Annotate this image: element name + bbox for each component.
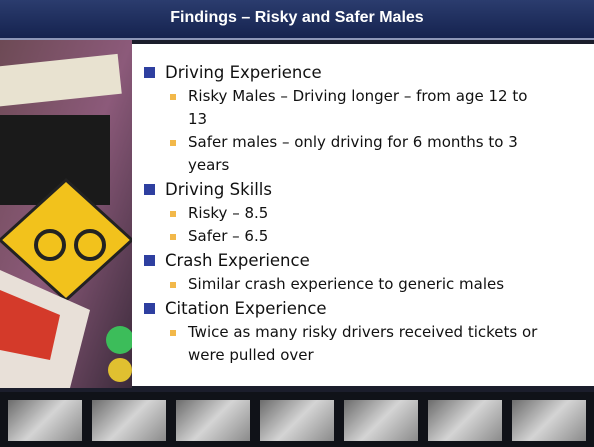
sub-bullet: Similar crash experience to generic male… [142, 273, 548, 296]
photo [512, 400, 586, 441]
bullet-heading: Crash Experience [142, 248, 582, 273]
photo-strip [0, 392, 594, 447]
side-image [0, 40, 132, 388]
photo [8, 400, 82, 441]
photo [344, 400, 418, 441]
sub-bullet: Safer males – only driving for 6 months … [142, 131, 548, 177]
photo [428, 400, 502, 441]
photo [92, 400, 166, 441]
title-bar: Findings – Risky and Safer Males [0, 0, 594, 40]
sub-bullet: Twice as many risky drivers received tic… [142, 321, 548, 367]
sub-bullet: Risky – 8.5 [142, 202, 548, 225]
bullet-heading: Driving Experience [142, 60, 582, 85]
sub-bullet: Safer – 6.5 [142, 225, 548, 248]
bullet-heading: Citation Experience [142, 296, 582, 321]
bullet-heading: Driving Skills [142, 177, 582, 202]
photo [176, 400, 250, 441]
slide: Findings – Risky and Safer Males Driving… [0, 0, 594, 447]
slide-title: Findings – Risky and Safer Males [0, 9, 594, 27]
sub-bullet: Risky Males – Driving longer – from age … [142, 85, 548, 131]
photo [260, 400, 334, 441]
